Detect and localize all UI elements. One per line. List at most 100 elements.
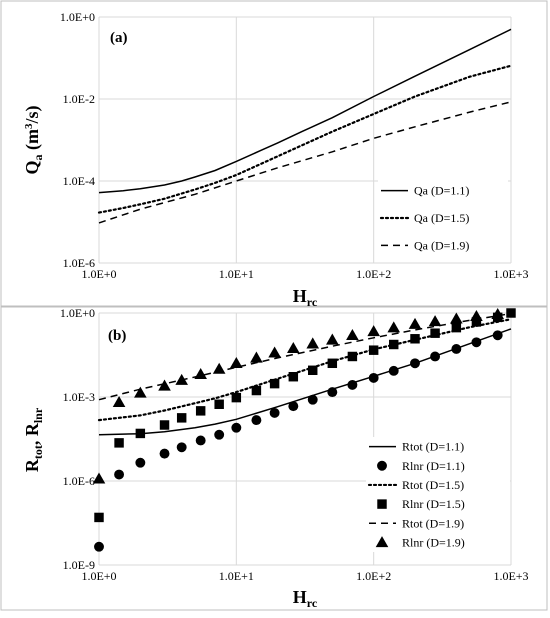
series-rtot-d-1-5- [97, 318, 513, 422]
data-point-square [251, 385, 262, 396]
y-tick-label: 1.0E-6 [63, 474, 95, 488]
legend-item: Rtot (D=1.5) [367, 478, 464, 492]
series-qa-d-1-1- [98, 28, 512, 194]
y-tick-label: 1.0E-9 [63, 558, 95, 572]
x-axis-title: Hrc [293, 286, 318, 309]
data-point-square [269, 378, 280, 389]
legend-item: Qa (D=1.5) [379, 211, 469, 225]
data-point-triangle [250, 351, 263, 363]
x-tick-label: 1.0E+0 [81, 267, 116, 281]
y-tick-label: 1.0E+0 [60, 10, 95, 24]
data-point-circle [135, 457, 146, 468]
data-point-circle [430, 351, 441, 362]
legend-label: Rlnr (D=1.5) [402, 497, 465, 511]
data-point-square [430, 328, 440, 338]
x-axis-title-sub: rc [307, 596, 318, 610]
data-point-circle [471, 337, 482, 348]
y-axis-title-unit-tail: /s) [22, 105, 43, 124]
data-point-circle [492, 330, 503, 341]
data-point-circle [195, 435, 206, 446]
legend-label: Rlnr (D=1.1) [402, 459, 465, 473]
data-point-square [114, 438, 124, 448]
data-point-triangle [92, 472, 106, 484]
data-point-circle [451, 344, 462, 354]
legend-item: Rtot (D=1.1) [369, 440, 464, 454]
chart-panel-b: 1.0E+0 1.0E+1 1.0E+2 1.0E+3 1.0E-9 1.0E-6 1.0E… [0, 306, 548, 611]
series-rlnr-d-1-9- [92, 307, 504, 484]
legend-marker-triangle [375, 536, 389, 548]
chart-panel-a: 1.0E+0 1.0E+1 1.0E+2 1.0E+3 1.0E-6 1.0E-4 1.0E… [0, 0, 548, 309]
x-axis-title: Hrc [293, 587, 318, 610]
data-point-triangle [230, 356, 243, 369]
data-point-triangle [367, 325, 380, 337]
data-point-triangle [212, 362, 226, 374]
x-tick-label: 1.0E+1 [219, 569, 254, 583]
legend-item: Rlnr (D=1.1) [377, 459, 465, 473]
data-point-square [135, 428, 146, 439]
y-tick-label: 1.0E-4 [63, 174, 95, 188]
legend-label: Rlnr (D=1.9) [402, 535, 465, 549]
data-point-square [159, 420, 170, 430]
data-point-triangle [450, 312, 463, 324]
data-point-circle [231, 422, 242, 433]
legend: Rtot (D=1.1) Rlnr (D=1.1) Rtot (D=1.5) Rlnr… [366, 437, 510, 552]
data-point-triangle [158, 379, 171, 391]
y-axis-title-sub2: lnr [31, 407, 45, 423]
data-point-circle [410, 358, 420, 369]
data-point-square [288, 371, 299, 382]
data-point-triangle [194, 367, 207, 379]
series-rtot-d-1-9- [98, 312, 512, 401]
y-axis-title: Qa (m3/s) [22, 105, 45, 174]
y-tick-label: 1.0E-2 [63, 92, 95, 106]
data-point-circle [368, 372, 379, 383]
data-point-circle [114, 469, 125, 480]
data-point-circle [176, 442, 187, 453]
data-point-square [471, 317, 482, 327]
data-point-circle [307, 394, 318, 405]
y-tick-label: 1.0E-3 [63, 390, 95, 404]
data-point-square [506, 308, 516, 318]
series-line [98, 328, 512, 436]
data-point-circle [269, 407, 280, 418]
data-point-triangle [408, 317, 422, 329]
data-point-triangle [387, 321, 401, 333]
data-point-triangle [268, 346, 281, 358]
legend-item: Rtot (D=1.9) [369, 516, 464, 530]
data-point-triangle [470, 310, 483, 322]
legend-item: Qa (D=1.9) [381, 238, 469, 252]
y-axis-title-sep: , R [22, 422, 42, 445]
x-axis-title-main: H [293, 587, 307, 607]
data-point-circle [214, 429, 225, 440]
x-tick-label: 1.0E+0 [81, 569, 116, 583]
panel-label: (b) [108, 328, 126, 344]
legend-label: Rtot (D=1.9) [402, 516, 464, 530]
panel-frame [0, 306, 548, 611]
legend-label: Qa (D=1.5) [414, 211, 469, 225]
series-rlnr-d-1-1- [94, 330, 503, 552]
series-line [97, 318, 513, 422]
x-tick-label: 1.0E+3 [493, 569, 528, 583]
data-point-square [231, 392, 242, 403]
data-point-triangle [112, 395, 126, 407]
data-point-circle [94, 541, 104, 552]
legend: Qa (D=1.1) Qa (D=1.5) Qa (D=1.9) [378, 177, 508, 259]
data-point-square [451, 322, 462, 333]
legend-label: Rtot (D=1.5) [402, 478, 464, 492]
series-rlnr-d-1-5- [94, 308, 516, 523]
data-point-circle [159, 448, 170, 459]
data-point-square [176, 413, 187, 423]
data-point-square [327, 358, 338, 369]
legend-item: Qa (D=1.1) [381, 184, 469, 198]
legend-label: Qa (D=1.9) [414, 238, 469, 252]
data-point-triangle [346, 328, 359, 341]
y-axis-title-main: Q [22, 160, 42, 174]
y-axis-title-sub: tot [31, 445, 45, 459]
legend-marker-square [377, 499, 387, 509]
y-tick-label: 1.0E+0 [60, 306, 95, 320]
data-point-circle [288, 401, 299, 412]
legend-box [366, 437, 510, 552]
data-point-triangle [287, 341, 300, 353]
legend-item: Rlnr (D=1.5) [377, 497, 465, 511]
